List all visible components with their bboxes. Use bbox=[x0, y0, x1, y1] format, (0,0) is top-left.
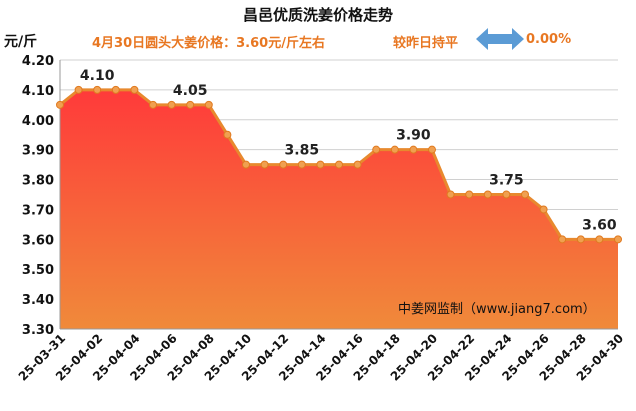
y-tick-label: 3.80 bbox=[22, 174, 54, 189]
data-point bbox=[465, 190, 474, 199]
data-point bbox=[614, 235, 622, 244]
data-label: 3.75 bbox=[489, 173, 524, 189]
data-point bbox=[390, 145, 399, 154]
compare-percent: 0.00% bbox=[526, 32, 572, 47]
y-tick-label: 3.90 bbox=[22, 144, 54, 159]
compare-label: 较昨日持平 bbox=[393, 36, 459, 51]
data-point bbox=[558, 235, 567, 244]
data-point bbox=[521, 190, 529, 199]
data-label: 3.85 bbox=[285, 143, 320, 159]
y-tick-label: 4.20 bbox=[22, 54, 54, 69]
y-tick-label: 3.60 bbox=[22, 233, 54, 248]
y-tick-label: 3.70 bbox=[22, 203, 54, 218]
data-point bbox=[372, 145, 381, 154]
y-tick-label: 4.10 bbox=[22, 84, 54, 99]
y-tick-label: 3.50 bbox=[22, 263, 54, 278]
data-point bbox=[297, 160, 306, 169]
data-point bbox=[130, 85, 139, 94]
data-point bbox=[56, 100, 64, 109]
price-note: 4月30日圆头大姜价格：3.60元/斤左右 bbox=[92, 36, 325, 51]
data-point bbox=[279, 160, 288, 169]
data-point bbox=[149, 100, 157, 109]
data-point bbox=[93, 85, 102, 94]
data-label: 3.60 bbox=[582, 217, 617, 233]
data-point bbox=[204, 100, 213, 109]
data-point bbox=[260, 160, 269, 169]
data-label: 3.90 bbox=[396, 128, 431, 144]
data-point bbox=[576, 235, 585, 244]
arrow-shape bbox=[476, 28, 524, 50]
double-headed-arrow-icon bbox=[476, 28, 524, 50]
y-tick-label: 3.40 bbox=[22, 293, 54, 308]
data-label: 4.05 bbox=[173, 83, 208, 99]
data-point bbox=[502, 190, 511, 199]
data-point bbox=[186, 100, 195, 109]
y-axis-unit: 元/斤 bbox=[4, 34, 38, 50]
data-point bbox=[335, 160, 343, 169]
data-point bbox=[446, 190, 455, 199]
data-point bbox=[111, 85, 120, 94]
data-point bbox=[483, 190, 492, 199]
data-point bbox=[167, 100, 176, 109]
y-tick-label: 3.30 bbox=[22, 323, 54, 338]
watermark: 中姜网监制（www.jiang7.com） bbox=[398, 302, 596, 317]
data-point bbox=[539, 205, 548, 214]
data-point bbox=[242, 160, 250, 169]
data-point bbox=[223, 130, 232, 139]
data-point bbox=[409, 145, 418, 154]
data-point bbox=[74, 85, 83, 94]
area-fill bbox=[60, 89, 618, 329]
data-point bbox=[595, 235, 604, 244]
chart-title: 昌邑优质洗姜价格走势 bbox=[242, 6, 393, 24]
data-point bbox=[316, 160, 325, 169]
data-point bbox=[353, 160, 362, 169]
data-label: 4.10 bbox=[80, 68, 115, 84]
y-tick-label: 4.00 bbox=[22, 114, 54, 129]
data-point bbox=[428, 145, 436, 154]
